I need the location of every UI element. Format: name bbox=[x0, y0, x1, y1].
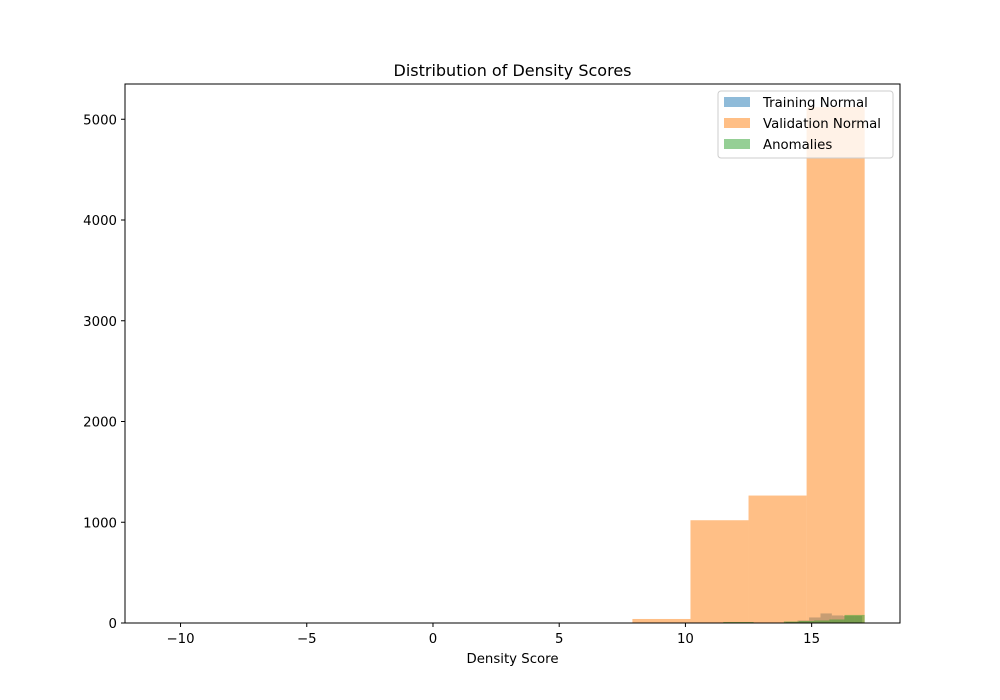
histogram-bar bbox=[814, 620, 830, 623]
x-tick-label: 0 bbox=[429, 632, 437, 647]
bars-layer bbox=[632, 107, 865, 624]
histogram-bar bbox=[748, 495, 807, 623]
x-tick-label: 5 bbox=[555, 632, 563, 647]
histogram-bar bbox=[723, 621, 739, 623]
x-axis-label: Density Score bbox=[466, 652, 558, 667]
axes-frame bbox=[124, 83, 901, 624]
legend-label: Training Normal bbox=[762, 96, 868, 111]
histogram-bar bbox=[632, 618, 691, 623]
y-tick-label: 4000 bbox=[83, 214, 117, 229]
x-tick-label: 15 bbox=[803, 632, 820, 647]
y-tick-label: 2000 bbox=[83, 416, 117, 431]
x-tick-label: 10 bbox=[677, 632, 694, 647]
y-tick-label: 3000 bbox=[83, 315, 117, 330]
chart-title: Distribution of Density Scores bbox=[394, 61, 632, 80]
x-axis-ticks: −10 −5 0 5 10 15 bbox=[167, 623, 820, 647]
y-tick-label: 5000 bbox=[83, 113, 117, 128]
legend-swatch bbox=[724, 97, 750, 107]
y-axis-ticks: 0 1000 2000 3000 4000 5000 bbox=[83, 113, 125, 632]
legend-label: Anomalies bbox=[763, 138, 832, 153]
histogram-bar bbox=[806, 107, 865, 624]
legend-label: Validation Normal bbox=[763, 117, 881, 132]
legend-box bbox=[717, 90, 894, 159]
legend-swatch bbox=[724, 118, 750, 128]
legend: Training Normal Validation Normal Anomalie… bbox=[717, 90, 894, 159]
legend-swatch bbox=[724, 139, 750, 149]
histogram-bar bbox=[783, 621, 800, 623]
histogram-bar bbox=[844, 614, 865, 623]
histogram-bar bbox=[738, 621, 754, 623]
histogram-bar bbox=[690, 520, 749, 623]
histogram-bar bbox=[829, 619, 845, 623]
y-tick-label: 0 bbox=[109, 617, 117, 632]
x-tick-label: −10 bbox=[167, 632, 195, 647]
histogram-bar bbox=[799, 620, 815, 623]
x-tick-label: −5 bbox=[297, 632, 317, 647]
y-tick-label: 1000 bbox=[83, 516, 117, 531]
